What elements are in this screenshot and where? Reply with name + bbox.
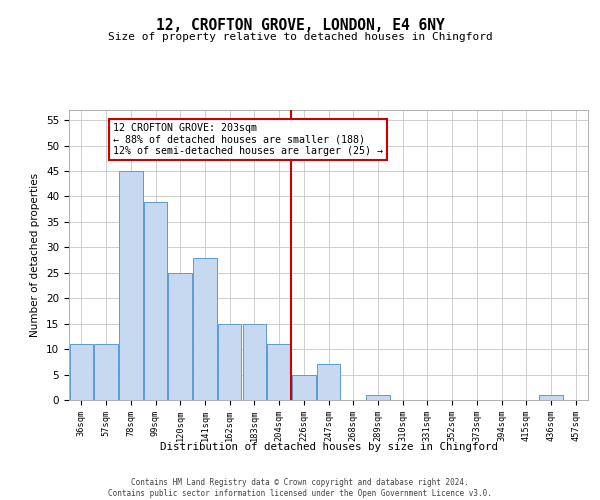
Bar xyxy=(366,395,389,400)
Bar xyxy=(268,344,291,400)
Text: 12 CROFTON GROVE: 203sqm
← 88% of detached houses are smaller (188)
12% of semi-: 12 CROFTON GROVE: 203sqm ← 88% of detach… xyxy=(113,122,383,156)
Bar xyxy=(317,364,340,400)
Text: Contains HM Land Registry data © Crown copyright and database right 2024.
Contai: Contains HM Land Registry data © Crown c… xyxy=(108,478,492,498)
Bar xyxy=(218,324,241,400)
Text: 12, CROFTON GROVE, LONDON, E4 6NY: 12, CROFTON GROVE, LONDON, E4 6NY xyxy=(155,18,445,32)
Bar xyxy=(242,324,266,400)
Bar xyxy=(539,395,563,400)
Bar xyxy=(144,202,167,400)
Bar xyxy=(169,273,192,400)
Bar xyxy=(193,258,217,400)
Bar xyxy=(94,344,118,400)
Text: Size of property relative to detached houses in Chingford: Size of property relative to detached ho… xyxy=(107,32,493,42)
Bar xyxy=(292,374,316,400)
Bar xyxy=(119,171,143,400)
Y-axis label: Number of detached properties: Number of detached properties xyxy=(31,173,40,337)
Text: Distribution of detached houses by size in Chingford: Distribution of detached houses by size … xyxy=(160,442,498,452)
Bar xyxy=(70,344,93,400)
